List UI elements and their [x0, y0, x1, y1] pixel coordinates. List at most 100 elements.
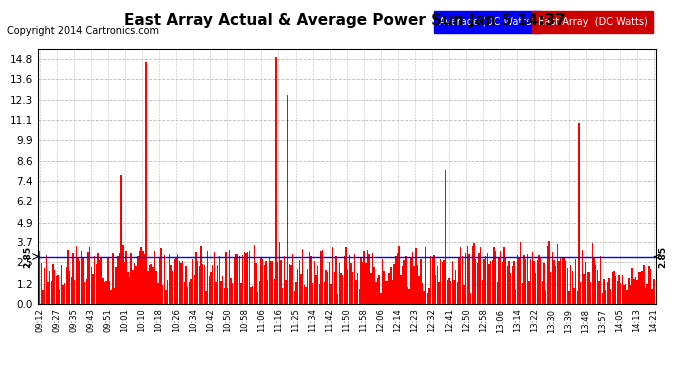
Bar: [575, 259, 576, 304]
Bar: [319, 284, 320, 304]
Bar: [420, 260, 422, 304]
Bar: [613, 271, 615, 304]
Bar: [620, 283, 621, 304]
Bar: [382, 259, 383, 304]
Bar: [182, 261, 184, 304]
Bar: [593, 258, 595, 304]
Bar: [257, 292, 258, 304]
Bar: [342, 274, 343, 304]
Bar: [310, 256, 312, 304]
Bar: [72, 252, 74, 304]
Bar: [480, 248, 482, 304]
Bar: [170, 264, 172, 304]
Bar: [525, 259, 526, 304]
Bar: [109, 280, 110, 304]
Bar: [299, 260, 300, 304]
Bar: [92, 273, 94, 304]
Bar: [605, 290, 607, 304]
Bar: [308, 252, 310, 304]
Bar: [375, 282, 377, 304]
Bar: [317, 266, 318, 304]
Bar: [66, 267, 67, 304]
Bar: [179, 261, 180, 304]
Bar: [169, 254, 170, 304]
Bar: [127, 272, 128, 304]
Bar: [232, 283, 233, 304]
Bar: [184, 282, 185, 304]
Bar: [517, 255, 518, 304]
Bar: [628, 279, 629, 304]
Bar: [502, 262, 503, 304]
Bar: [650, 269, 651, 304]
Bar: [600, 256, 601, 304]
Bar: [422, 283, 423, 304]
Bar: [553, 260, 555, 304]
Bar: [57, 275, 59, 304]
Bar: [630, 285, 631, 304]
Bar: [215, 282, 217, 304]
Bar: [254, 245, 255, 304]
Bar: [640, 272, 641, 304]
Bar: [388, 273, 390, 304]
Bar: [252, 286, 253, 304]
Bar: [450, 280, 451, 304]
Bar: [87, 252, 88, 304]
Bar: [405, 256, 406, 304]
Bar: [651, 290, 653, 304]
Bar: [398, 246, 400, 304]
Bar: [297, 269, 298, 304]
Bar: [270, 261, 272, 304]
Bar: [146, 62, 147, 304]
Bar: [444, 260, 445, 304]
Bar: [588, 272, 590, 304]
Bar: [397, 253, 398, 304]
Bar: [177, 254, 179, 304]
Bar: [557, 244, 558, 304]
Bar: [180, 263, 181, 304]
Bar: [147, 271, 148, 304]
Bar: [618, 274, 620, 304]
Bar: [498, 258, 500, 304]
Bar: [591, 243, 593, 304]
Bar: [580, 282, 581, 304]
Bar: [81, 251, 82, 304]
Bar: [410, 258, 411, 304]
Bar: [246, 253, 247, 304]
Bar: [82, 258, 83, 304]
Bar: [570, 265, 571, 304]
Bar: [505, 256, 506, 304]
Bar: [115, 267, 117, 304]
Bar: [370, 273, 372, 304]
Bar: [208, 276, 210, 304]
Bar: [122, 245, 124, 304]
Bar: [520, 242, 522, 304]
Bar: [379, 275, 380, 304]
Bar: [490, 261, 491, 304]
Bar: [46, 255, 47, 304]
Bar: [608, 279, 609, 304]
Bar: [489, 264, 490, 304]
Bar: [204, 265, 205, 304]
Bar: [86, 279, 87, 304]
Bar: [152, 267, 153, 304]
Bar: [603, 279, 604, 304]
Bar: [551, 252, 553, 304]
Bar: [186, 266, 187, 304]
Bar: [174, 259, 175, 304]
Bar: [320, 251, 322, 304]
Bar: [112, 253, 114, 304]
Bar: [509, 261, 510, 304]
Bar: [259, 280, 260, 304]
Bar: [248, 251, 250, 304]
Bar: [590, 282, 591, 304]
Bar: [483, 259, 485, 304]
Bar: [332, 247, 333, 304]
Bar: [70, 276, 72, 304]
Bar: [636, 280, 638, 304]
Bar: [200, 246, 201, 304]
Bar: [50, 281, 52, 304]
Text: 2.85: 2.85: [658, 246, 668, 268]
Bar: [89, 247, 90, 304]
Bar: [312, 282, 313, 304]
Bar: [645, 288, 647, 304]
